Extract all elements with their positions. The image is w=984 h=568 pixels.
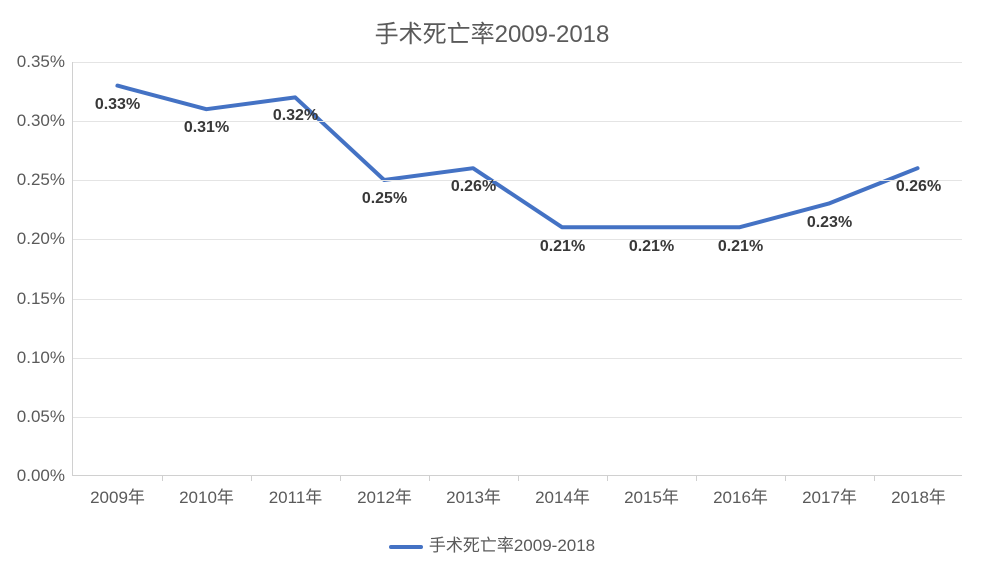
y-tick-label: 0.05% <box>17 407 73 427</box>
x-tick-label: 2009年 <box>90 475 145 508</box>
data-label: 0.25% <box>362 190 407 208</box>
x-tick-label: 2016年 <box>713 475 768 508</box>
y-tick-label: 0.25% <box>17 170 73 190</box>
gridline <box>73 417 962 418</box>
data-label: 0.32% <box>273 107 318 125</box>
plot-area: 0.00%0.05%0.10%0.15%0.20%0.25%0.30%0.35%… <box>72 62 962 476</box>
x-tick-sep <box>518 475 519 481</box>
data-label: 0.21% <box>629 238 674 256</box>
data-label: 0.31% <box>184 119 229 137</box>
x-tick-sep <box>607 475 608 481</box>
x-tick-sep <box>429 475 430 481</box>
legend-swatch <box>389 545 423 549</box>
x-tick-sep <box>162 475 163 481</box>
x-tick-label: 2013年 <box>446 475 501 508</box>
chart-container: 手术死亡率2009-2018 0.00%0.05%0.10%0.15%0.20%… <box>0 0 984 568</box>
gridline <box>73 299 962 300</box>
x-tick-sep <box>251 475 252 481</box>
x-tick-sep <box>696 475 697 481</box>
x-tick-label: 2014年 <box>535 475 590 508</box>
x-tick-sep <box>340 475 341 481</box>
x-tick-label: 2010年 <box>179 475 234 508</box>
x-tick-label: 2017年 <box>802 475 857 508</box>
data-label: 0.21% <box>540 238 585 256</box>
x-tick-label: 2012年 <box>357 475 412 508</box>
x-tick-label: 2011年 <box>269 475 323 508</box>
y-tick-label: 0.35% <box>17 52 73 72</box>
data-label: 0.33% <box>95 96 140 114</box>
chart-title: 手术死亡率2009-2018 <box>0 0 984 55</box>
data-label: 0.26% <box>896 178 941 196</box>
y-tick-label: 0.00% <box>17 466 73 486</box>
legend-label: 手术死亡率2009-2018 <box>429 536 595 555</box>
data-label: 0.26% <box>451 178 496 196</box>
y-tick-label: 0.10% <box>17 348 73 368</box>
y-tick-label: 0.15% <box>17 289 73 309</box>
gridline <box>73 180 962 181</box>
x-tick-label: 2018年 <box>891 475 946 508</box>
x-tick-label: 2015年 <box>624 475 679 508</box>
gridline <box>73 239 962 240</box>
series-line <box>117 86 917 228</box>
x-tick-sep <box>785 475 786 481</box>
y-tick-label: 0.20% <box>17 229 73 249</box>
x-tick-sep <box>874 475 875 481</box>
data-label: 0.21% <box>718 238 763 256</box>
data-label: 0.23% <box>807 214 852 232</box>
gridline <box>73 358 962 359</box>
gridline <box>73 62 962 63</box>
y-tick-label: 0.30% <box>17 111 73 131</box>
legend: 手术死亡率2009-2018 <box>0 531 984 556</box>
